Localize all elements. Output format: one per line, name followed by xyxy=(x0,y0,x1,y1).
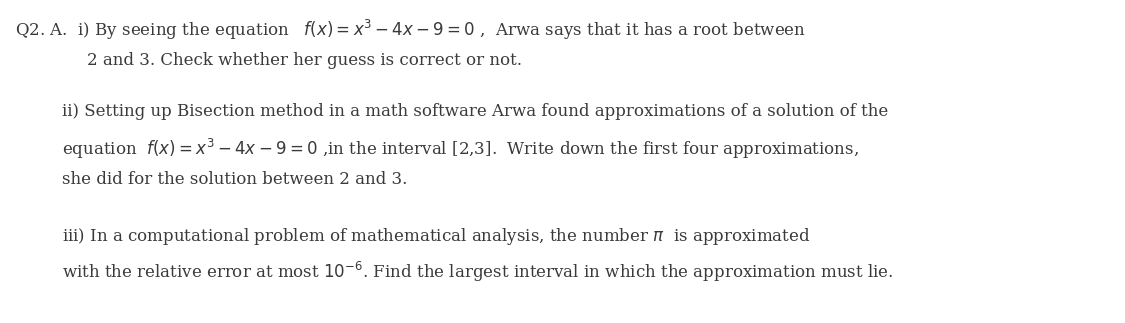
Text: ii) Setting up Bisection method in a math software Arwa found approximations of : ii) Setting up Bisection method in a mat… xyxy=(62,103,888,120)
Text: equation  $f(x) = x^3 - 4x - 9 = 0$ ,in the interval [2,3].  Write down the firs: equation $f(x) = x^3 - 4x - 9 = 0$ ,in t… xyxy=(62,137,858,162)
Text: she did for the solution between 2 and 3.: she did for the solution between 2 and 3… xyxy=(62,171,407,188)
Text: with the relative error at most $10^{-6}$. Find the largest interval in which th: with the relative error at most $10^{-6}… xyxy=(62,260,893,284)
Text: 2 and 3. Check whether her guess is correct or not.: 2 and 3. Check whether her guess is corr… xyxy=(87,52,522,69)
Text: iii) In a computational problem of mathematical analysis, the number $\pi$  is a: iii) In a computational problem of mathe… xyxy=(62,226,810,247)
Text: Q2. A.  i) By seeing the equation   $f(x) = x^3 - 4x - 9 = 0$ ,  Arwa says that : Q2. A. i) By seeing the equation $f(x) =… xyxy=(15,18,806,42)
